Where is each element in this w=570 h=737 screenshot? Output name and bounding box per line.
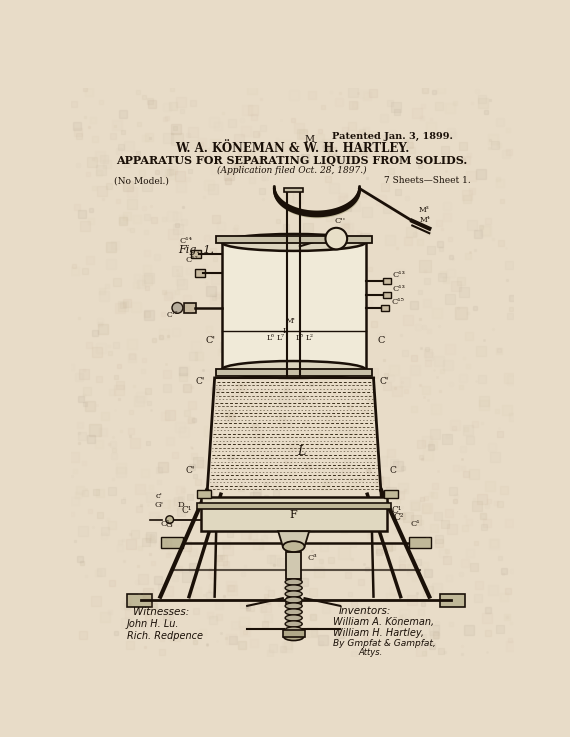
Bar	[201, 497, 388, 531]
Text: C¹: C¹	[411, 520, 420, 528]
Text: L⁷: L⁷	[276, 335, 284, 342]
Text: D: D	[177, 501, 184, 509]
Ellipse shape	[284, 633, 304, 640]
Bar	[222, 242, 366, 369]
Bar	[283, 629, 304, 638]
Bar	[216, 368, 372, 377]
Bar	[196, 270, 205, 277]
Text: Patented Jan. 3, 1899.: Patented Jan. 3, 1899.	[332, 132, 453, 141]
Text: By Gmpfat & Gampfat,: By Gmpfat & Gampfat,	[333, 639, 436, 648]
Text: C': C'	[185, 467, 194, 475]
Text: William A. Köneman,: William A. Köneman,	[333, 617, 434, 627]
Circle shape	[325, 228, 347, 249]
Text: c': c'	[156, 492, 162, 500]
Bar	[127, 593, 152, 607]
Text: William H. Hartley,: William H. Hartley,	[333, 628, 424, 638]
Text: C¹³: C¹³	[393, 285, 406, 293]
Polygon shape	[278, 531, 309, 547]
Circle shape	[172, 302, 183, 313]
Bar	[197, 503, 392, 509]
Bar	[192, 250, 201, 258]
Text: Witnesses:: Witnesses:	[133, 607, 189, 617]
Text: Attys.: Attys.	[358, 649, 382, 657]
Ellipse shape	[285, 609, 302, 615]
Ellipse shape	[283, 541, 304, 552]
Text: C¹⁴: C¹⁴	[180, 237, 193, 245]
Text: C¹: C¹	[392, 506, 402, 515]
Text: M⁴: M⁴	[420, 217, 431, 225]
Bar	[216, 236, 372, 243]
Text: C¹²: C¹²	[166, 311, 178, 319]
Text: (No Model.): (No Model.)	[114, 176, 169, 185]
Text: 7 Sheets—Sheet 1.: 7 Sheets—Sheet 1.	[384, 176, 470, 185]
Text: C¹³: C¹³	[393, 271, 406, 279]
Text: C: C	[389, 467, 396, 475]
Text: M: M	[304, 136, 314, 144]
Text: G: G	[166, 521, 173, 529]
Ellipse shape	[285, 627, 302, 633]
Text: C: C	[377, 335, 385, 344]
Text: F: F	[290, 510, 298, 520]
Text: C¹⁵: C¹⁵	[392, 298, 404, 306]
Text: C²: C²	[394, 513, 404, 522]
Bar	[384, 490, 397, 498]
Text: C¹²: C¹²	[185, 256, 198, 265]
Bar	[161, 537, 183, 548]
Text: L: L	[298, 445, 306, 458]
Ellipse shape	[285, 621, 302, 627]
Bar	[383, 278, 390, 284]
Text: L²: L²	[306, 335, 314, 342]
Text: M': M'	[286, 318, 296, 325]
Bar	[383, 292, 390, 298]
Ellipse shape	[285, 603, 302, 609]
Text: C': C'	[196, 377, 205, 386]
Text: (Application filed Oct. 28, 1897.): (Application filed Oct. 28, 1897.)	[217, 167, 367, 175]
Text: C': C'	[205, 335, 215, 344]
Text: L⁵: L⁵	[295, 335, 303, 342]
Text: Inventors:: Inventors:	[339, 606, 391, 615]
Text: Fig. 1.: Fig. 1.	[178, 245, 214, 255]
Circle shape	[286, 594, 302, 609]
Text: W. A. KÖNEMAN & W. H. HARTLEY.: W. A. KÖNEMAN & W. H. HARTLEY.	[175, 142, 409, 155]
Ellipse shape	[285, 615, 302, 621]
Text: G': G'	[154, 501, 163, 509]
Text: John H. Lu.: John H. Lu.	[127, 619, 180, 629]
Text: L: L	[283, 326, 288, 335]
Text: C³: C³	[308, 554, 317, 562]
Text: M³: M³	[418, 206, 429, 214]
Bar	[284, 188, 303, 192]
Bar	[197, 490, 211, 498]
Ellipse shape	[222, 234, 365, 251]
Bar	[184, 303, 196, 312]
Ellipse shape	[285, 579, 302, 585]
Bar	[409, 537, 431, 548]
Bar	[286, 552, 302, 579]
Text: C¹: C¹	[160, 520, 170, 528]
Ellipse shape	[285, 591, 302, 597]
Text: APPARATUS FOR SEPARATING LIQUIDS FROM SOLIDS.: APPARATUS FOR SEPARATING LIQUIDS FROM SO…	[116, 155, 468, 166]
Ellipse shape	[285, 585, 302, 591]
Circle shape	[166, 516, 173, 523]
Text: C': C'	[380, 377, 389, 386]
Text: C¹: C¹	[181, 506, 192, 515]
Text: L⁶: L⁶	[267, 335, 275, 342]
Bar	[440, 593, 465, 607]
Ellipse shape	[285, 597, 302, 603]
Text: Rich. Redpence: Rich. Redpence	[127, 631, 203, 641]
Bar	[381, 305, 389, 311]
Text: C'': C''	[335, 217, 346, 226]
Ellipse shape	[222, 361, 365, 378]
